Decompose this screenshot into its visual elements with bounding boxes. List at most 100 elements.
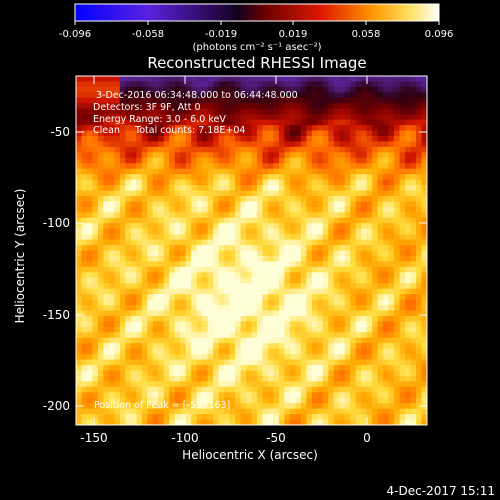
image-pixel [256,168,264,175]
image-pixel [317,332,324,339]
image-pixel [125,375,132,382]
image-pixel [300,81,307,88]
image-pixel [366,370,373,377]
image-pixel [108,326,115,333]
image-pixel [213,223,220,230]
image-pixel [306,288,313,295]
image-pixel [224,397,231,404]
image-pixel [207,234,214,241]
image-pixel [81,332,88,339]
image-pixel [322,228,329,235]
image-pixel [289,223,296,230]
image-pixel [119,403,126,410]
image-pixel [256,217,264,224]
image-pixel [240,403,247,410]
image-pixel [300,370,307,377]
image-pixel [388,97,395,104]
image-pixel [92,157,99,164]
image-pixel [317,130,324,137]
image-pixel [278,190,285,197]
image-pixel [284,386,291,393]
image-pixel [344,125,351,132]
image-pixel [267,135,275,143]
image-pixel [300,146,307,153]
image-pixel [92,135,99,143]
image-pixel [158,190,165,197]
image-pixel [174,392,181,399]
image-pixel [213,365,220,372]
image-pixel [350,305,357,312]
image-pixel [108,179,115,186]
image-pixel [81,343,88,350]
image-pixel [267,283,275,290]
image-pixel [311,228,318,235]
image-pixel [289,130,296,137]
image-pixel [185,277,192,284]
image-pixel [202,125,209,132]
image-pixel [152,365,159,372]
image-pixel [185,108,192,115]
image-pixel [180,272,187,279]
image-pixel [273,343,280,350]
image-pixel [114,365,121,372]
image-pixel [350,179,357,186]
image-pixel [163,272,170,279]
image-pixel [86,185,94,192]
image-pixel [355,408,362,415]
image-pixel [262,103,269,110]
image-pixel [322,419,329,425]
image-pixel [92,234,99,241]
image-pixel [158,326,165,333]
image-pixel [366,212,373,219]
image-pixel [366,332,373,339]
image-pixel [273,130,280,137]
image-pixel [350,261,357,268]
image-pixel [114,348,121,355]
image-pixel [224,332,231,339]
image-pixel [152,228,159,235]
image-pixel [108,365,115,372]
image-pixel [141,277,148,284]
image-pixel [229,185,236,192]
image-pixel [235,185,242,192]
image-pixel [355,141,362,148]
image-pixel [256,365,264,372]
image-pixel [410,408,417,415]
image-pixel [344,272,351,279]
image-pixel [108,168,115,175]
image-pixel [300,152,307,159]
image-pixel [350,414,357,421]
image-pixel [174,135,181,143]
image-pixel [136,299,143,306]
image-pixel [405,386,412,393]
image-pixel [92,250,99,257]
image-pixel [295,212,302,219]
image-pixel [306,223,313,230]
image-pixel [394,370,401,377]
image-pixel [229,337,236,344]
image-pixel [180,294,187,301]
image-pixel [350,146,357,153]
image-pixel [163,179,170,186]
image-pixel [273,206,280,213]
image-pixel [251,206,258,213]
image-pixel [81,108,88,115]
image-pixel [235,234,242,241]
image-pixel [229,294,236,301]
image-pixel [152,195,159,203]
image-pixel [251,359,258,366]
image-pixel [169,108,176,115]
image-pixel [328,332,335,339]
image-pixel [317,217,324,224]
image-pixel [103,185,110,192]
image-pixel [278,419,285,425]
image-pixel [333,163,340,170]
image-pixel [256,250,264,257]
image-pixel [169,92,176,99]
image-pixel [388,174,395,181]
image-pixel [119,365,126,372]
image-pixel [394,419,401,425]
image-pixel [158,157,165,164]
image-pixel [136,185,143,192]
image-pixel [339,272,346,279]
